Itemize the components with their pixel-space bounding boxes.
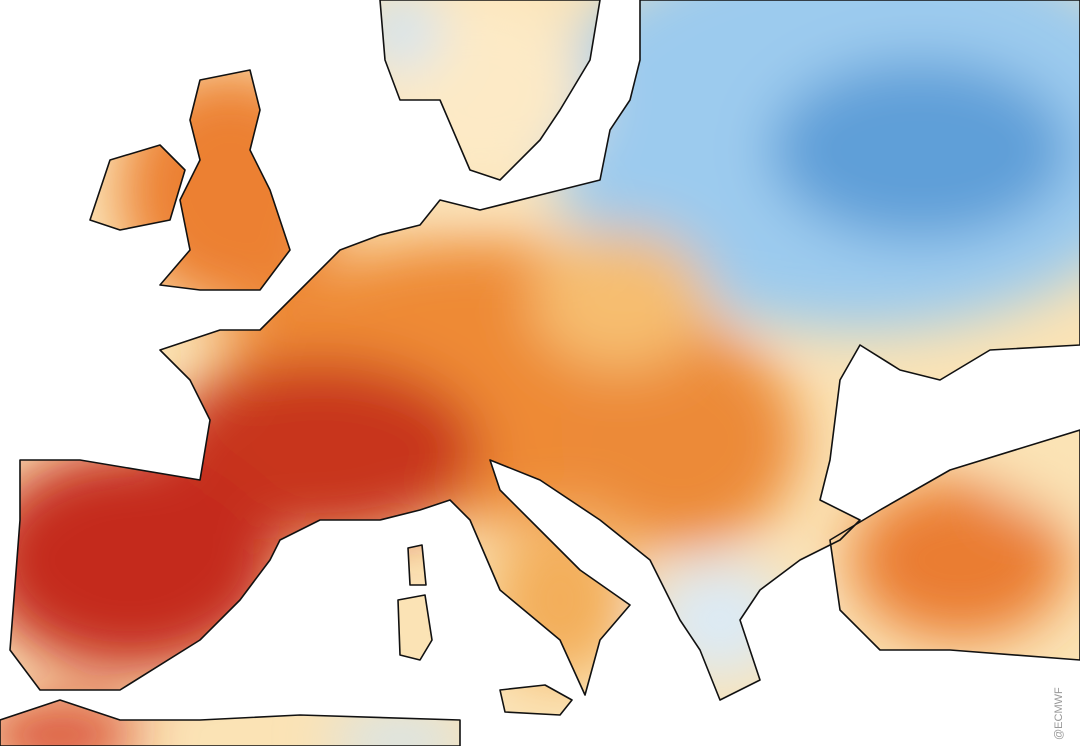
credit: @ECMWF [1053,687,1065,740]
